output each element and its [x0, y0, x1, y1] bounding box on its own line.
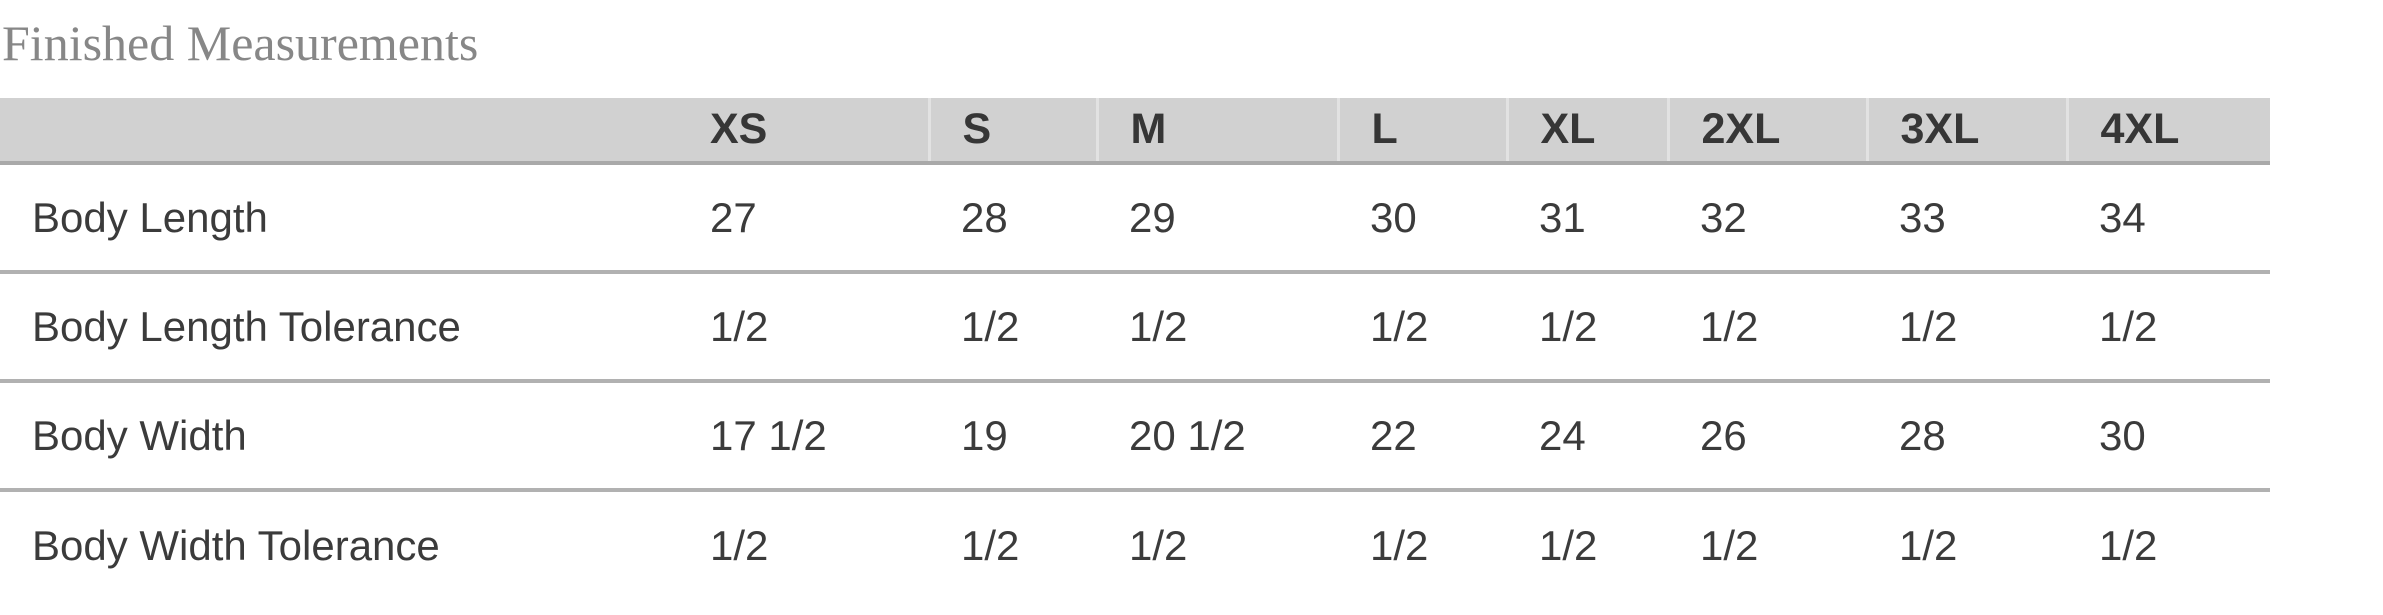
table-row-body-length-tolerance: Body Length Tolerance 1/2 1/2 1/2 1/2 1/… [0, 272, 2270, 381]
size-header-row: XS S M L XL 2XL 3XL 4XL [0, 98, 2270, 165]
measurement-cell: 1/2 [1370, 521, 1429, 569]
measurement-cell: 31 [1539, 193, 1586, 241]
header-cell-s: S [927, 98, 1097, 165]
measurement-cell: 1/2 [961, 302, 1020, 350]
table-row-body-width: Body Width 17 1/2 19 20 1/2 22 24 26 28 … [0, 381, 2270, 490]
measurement-cell: 27 [710, 193, 757, 241]
header-cell-2xl: 2XL [1666, 98, 1867, 165]
finished-measurements-table: XS S M L XL 2XL 3XL 4XL Body Length 27 2… [0, 98, 2270, 599]
row-label: Body Length Tolerance [32, 302, 461, 350]
measurement-cell: 28 [1899, 411, 1946, 459]
measurement-cell: 1/2 [1899, 521, 1958, 569]
measurement-cell: 1/2 [1370, 302, 1429, 350]
measurement-cell: 1/2 [1899, 302, 1958, 350]
measurement-cell: 1/2 [710, 521, 769, 569]
measurement-cell: 33 [1899, 193, 1946, 241]
measurement-cell: 1/2 [1539, 521, 1598, 569]
measurement-cell: 1/2 [1129, 521, 1188, 569]
header-cell-3xl: 3XL [1865, 98, 2067, 165]
measurement-cell: 34 [2099, 193, 2146, 241]
measurement-cell: 30 [1370, 193, 1417, 241]
table-row-body-width-tolerance: Body Width Tolerance 1/2 1/2 1/2 1/2 1/2… [0, 490, 2270, 599]
row-label: Body Width [32, 411, 247, 459]
title-bar: Finished Measurements [0, 0, 2383, 98]
row-label: Body Width Tolerance [32, 521, 440, 569]
measurement-cell: 1/2 [710, 302, 769, 350]
row-label: Body Length [32, 193, 268, 241]
measurement-cell: 26 [1700, 411, 1747, 459]
measurement-cell: 1/2 [1539, 302, 1598, 350]
measurement-cell: 30 [2099, 411, 2146, 459]
header-cell-l: L [1336, 98, 1507, 165]
measurement-cell: 1/2 [1700, 302, 1759, 350]
header-cell-xl: XL [1505, 98, 1668, 165]
header-cell-xs: XS [678, 98, 929, 165]
measurement-cell: 1/2 [961, 521, 1020, 569]
header-cell-4xl: 4XL [2065, 98, 2270, 165]
measurement-cell: 20 1/2 [1129, 411, 1246, 459]
measurement-cell: 24 [1539, 411, 1586, 459]
measurement-cell: 22 [1370, 411, 1417, 459]
measurement-cell: 32 [1700, 193, 1747, 241]
measurement-cell: 19 [961, 411, 1008, 459]
measurement-cell: 1/2 [2099, 302, 2158, 350]
measurement-cell: 17 1/2 [710, 411, 827, 459]
header-cell-m: M [1095, 98, 1338, 165]
measurement-cell: 1/2 [2099, 521, 2158, 569]
page-title: Finished Measurements [2, 15, 479, 71]
measurement-cell: 1/2 [1700, 521, 1759, 569]
measurement-cell: 28 [961, 193, 1008, 241]
measurement-cell: 1/2 [1129, 302, 1188, 350]
header-cell-label [0, 98, 678, 165]
table-row-body-length: Body Length 27 28 29 30 31 32 33 34 [0, 163, 2270, 272]
measurement-cell: 29 [1129, 193, 1176, 241]
